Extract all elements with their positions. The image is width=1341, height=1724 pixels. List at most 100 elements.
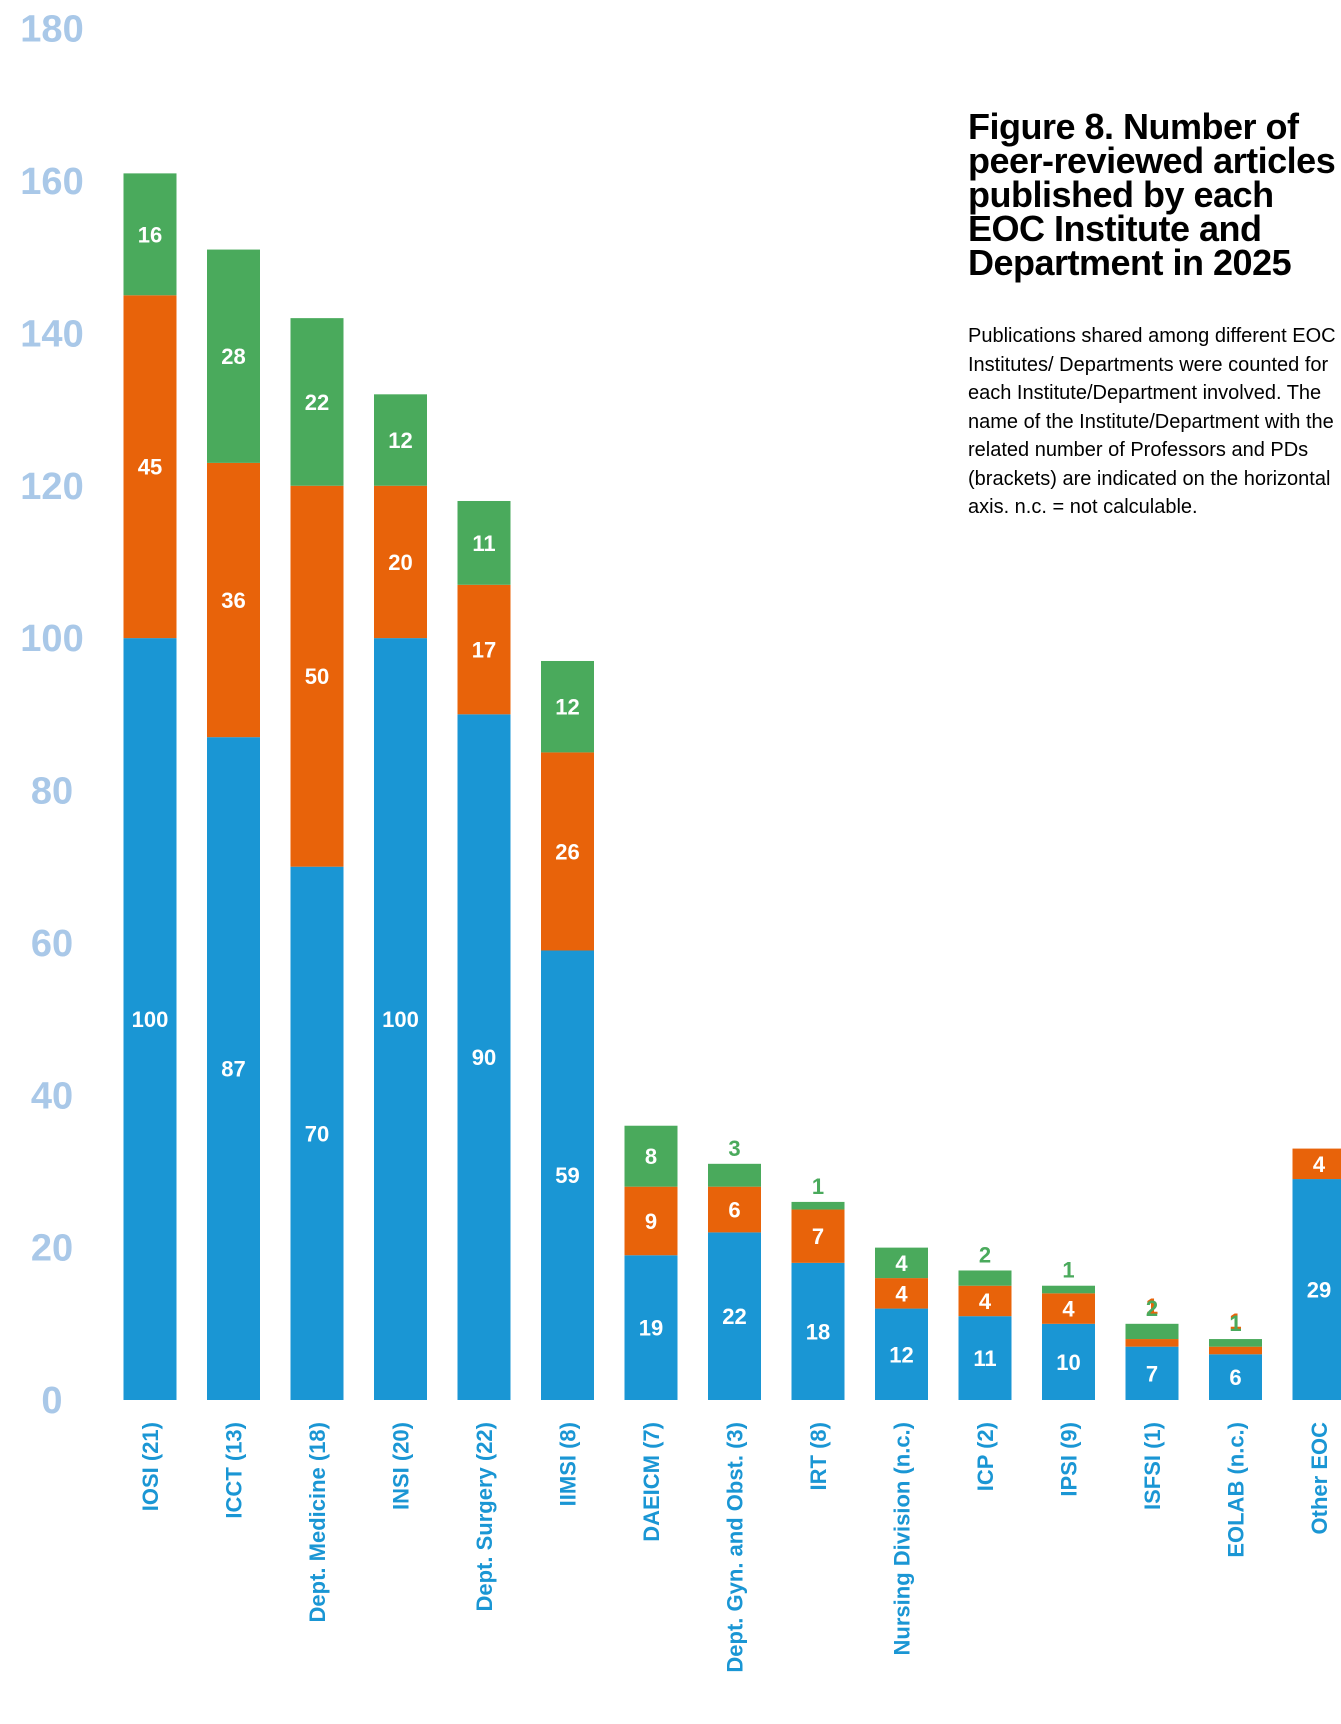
bar-segment — [290, 318, 344, 486]
x-tick-label: Other EOC — [1307, 1422, 1332, 1535]
bar-segment — [290, 866, 344, 1400]
data-label: 10 — [1056, 1350, 1080, 1375]
bar-group: 11 4 2 — [958, 1242, 1012, 1400]
data-label: 26 — [555, 839, 579, 864]
bar-segment — [1042, 1293, 1095, 1324]
data-label: 36 — [221, 588, 245, 613]
data-label: 6 — [728, 1198, 740, 1223]
figure-caption: Figure 8. Number of peer-reviewed articl… — [968, 109, 1338, 522]
x-tick-label: IOSI (21) — [138, 1422, 163, 1511]
data-label: 90 — [472, 1045, 496, 1070]
data-label: 1 — [1146, 1294, 1158, 1319]
data-label: 87 — [221, 1057, 245, 1082]
y-tick-label: 20 — [31, 1228, 73, 1270]
data-label: 18 — [806, 1319, 830, 1344]
y-tick-label: 40 — [31, 1075, 73, 1117]
bar-segment — [541, 950, 594, 1400]
bar-group: 10 4 1 — [1042, 1258, 1095, 1400]
x-tick-label: IIMSI (8) — [556, 1422, 581, 1506]
bar-group: 7 12 — [1125, 1294, 1179, 1400]
bar-segment — [708, 1163, 761, 1187]
data-label: 17 — [472, 638, 496, 663]
data-label: 2 — [1146, 1296, 1158, 1321]
bars: 1004516873628705022100201290171159261219… — [123, 173, 1341, 1400]
x-tick-label: INSI (20) — [389, 1422, 414, 1510]
bar-segment — [457, 584, 511, 715]
bar-segment — [457, 714, 511, 1400]
bar-segment — [207, 249, 260, 463]
x-tick-label: ICP (2) — [973, 1422, 998, 1491]
bar-group: 12 4 4 — [875, 1247, 928, 1400]
data-label: 8 — [645, 1144, 657, 1169]
data-label: 100 — [132, 1007, 169, 1032]
data-label: 12 — [555, 695, 579, 720]
bar-segment — [624, 1186, 678, 1256]
y-tick-label: 180 — [20, 9, 83, 51]
bar-segment — [123, 295, 177, 639]
bar-group: 100 20 12 — [374, 394, 427, 1400]
bar-segment — [541, 752, 594, 951]
data-label: 70 — [305, 1121, 329, 1146]
bar-segment — [1125, 1346, 1179, 1400]
x-tick-label: Dept. Medicine (18) — [305, 1422, 330, 1622]
bar-segment — [374, 638, 427, 1400]
data-label: 100 — [382, 1007, 419, 1032]
data-label: 12 — [889, 1342, 913, 1367]
y-tick-label: 120 — [20, 466, 83, 508]
bar-segment — [123, 173, 177, 296]
x-axis: IOSI (21) ICCT (13) Dept. Medicine (18) INS… — [138, 1422, 1332, 1673]
bar-segment — [1042, 1285, 1095, 1294]
bar-group: 29 4 — [1292, 1148, 1341, 1400]
x-tick-label: ISFSI (1) — [1140, 1422, 1165, 1510]
bar-segment — [875, 1308, 928, 1400]
data-label: 16 — [138, 222, 162, 247]
bar-segment — [541, 660, 594, 753]
data-label: 1 — [1229, 1311, 1241, 1336]
bar-segment — [374, 485, 427, 639]
bar-group: 90 17 11 — [457, 500, 511, 1400]
y-tick-label: 100 — [20, 618, 83, 660]
y-tick-label: 80 — [31, 771, 73, 813]
x-tick-label: Nursing Division (n.c.) — [890, 1422, 915, 1655]
x-tick-label: ICCT (13) — [222, 1422, 247, 1519]
y-tick-label: 0 — [41, 1380, 62, 1422]
bar-group: 22 6 3 — [708, 1136, 761, 1400]
bar-segment — [624, 1125, 678, 1187]
bar-group: 87 36 28 — [207, 249, 260, 1400]
bar-segment — [207, 737, 260, 1400]
y-tick-label: 140 — [20, 313, 83, 355]
y-tick-label: 60 — [31, 923, 73, 965]
bar-segment — [1292, 1148, 1341, 1180]
data-label: 11 — [472, 531, 495, 556]
bar-segment — [1209, 1346, 1262, 1355]
data-label: 22 — [305, 390, 329, 415]
bar-segment — [1209, 1339, 1262, 1347]
data-label: 12 — [388, 428, 412, 453]
bar-segment — [457, 500, 511, 585]
bar-segment — [123, 638, 177, 1400]
bar-segment — [1042, 1323, 1095, 1400]
data-label: 4 — [895, 1281, 908, 1306]
data-label: 7 — [1146, 1361, 1158, 1386]
data-label: 22 — [722, 1304, 746, 1329]
data-label: 19 — [639, 1316, 663, 1341]
data-label: 20 — [388, 550, 412, 575]
figure-note: Publications shared among different EOC … — [968, 325, 1336, 518]
data-label: 1 — [1062, 1258, 1074, 1283]
bar-group: 611 — [1209, 1309, 1262, 1400]
x-tick-label: Dept. Gyn. and Obst. (3) — [723, 1422, 748, 1673]
data-label: 3 — [728, 1136, 740, 1161]
bar-segment — [791, 1262, 845, 1400]
bar-group: 100 45 16 — [123, 173, 177, 1400]
data-label: 45 — [138, 455, 162, 480]
y-tick-label: 160 — [20, 161, 83, 203]
x-tick-label: DAEICM (7) — [639, 1422, 664, 1542]
data-label: 29 — [1307, 1278, 1331, 1303]
bar-segment — [958, 1270, 1012, 1286]
data-label: 28 — [221, 344, 245, 369]
data-label: 9 — [645, 1209, 657, 1234]
x-tick-label: IPSI (9) — [1057, 1422, 1082, 1497]
